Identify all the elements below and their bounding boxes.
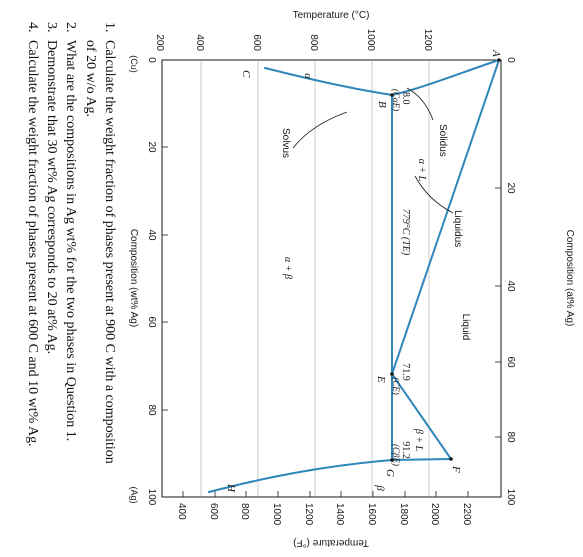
at-tick-label: 80 (505, 431, 516, 443)
beta-eutectic-composition-name: (CβE) (391, 444, 401, 466)
region-beta-label: β (374, 484, 386, 491)
region-beta-plus-l-label: β + L (413, 428, 424, 452)
eutectic-temperature-label: 779°C (TE) (400, 209, 411, 256)
question-text-line: Calculate the weight fraction of phases … (25, 40, 40, 447)
fahrenheit-tick-label: 1400 (334, 503, 345, 526)
fahrenheit-tick-label: 600 (208, 503, 219, 520)
point-c-label: C (240, 70, 252, 78)
solvus-line-beta (208, 459, 393, 493)
wt-tick-label: 0 (146, 57, 157, 63)
wt-tick-label: 60 (146, 316, 157, 328)
question-list: 1. Calculate the weight fraction of phas… (25, 22, 117, 464)
point-g-label: G (384, 469, 396, 477)
liquidus-label: Liquidus (452, 210, 463, 247)
question-number: 3. (44, 22, 59, 33)
wt-tick-label: 40 (146, 229, 157, 241)
leader-lines (292, 87, 454, 214)
wt-tick-label: 100 (146, 489, 157, 506)
celsius-tick-labels: 200 400 600 800 1000 1200 (154, 29, 433, 52)
alpha-eutectic-composition-name: (CαE) (391, 89, 401, 111)
celsius-tick-label: 800 (308, 34, 319, 51)
wt-tick-label: 20 (146, 141, 157, 153)
alpha-eutectic-composition-value: 8.0 (400, 92, 411, 105)
rotated-page: 200 400 600 800 1000 1200 400 600 800 10… (25, 10, 575, 548)
solvus-label: Solvus (280, 128, 291, 158)
question-text-line: of 20 w/o Ag. (83, 40, 98, 117)
point-markers (390, 58, 501, 462)
question-item: 4. Calculate the weight fraction of phas… (25, 22, 40, 447)
beta-eutectic-composition-value: 91.2 (400, 441, 411, 459)
cu-end-label: (Cu) (129, 55, 139, 73)
wt-tick-marks (162, 59, 168, 498)
plot-frame (161, 59, 502, 498)
right-axis-title: Composition (at% Ag) (564, 230, 575, 327)
solidus-line-beta (391, 458, 452, 461)
eutectic-composition-name: (CE) (391, 377, 401, 395)
question-text-line: What are the compositions in Ag wt% for … (63, 40, 78, 441)
celsius-tick-label: 1200 (422, 29, 433, 52)
at-tick-label: 60 (505, 356, 516, 368)
fahrenheit-tick-label: 2000 (429, 503, 440, 526)
eutectic-composition-value: 71.9 (400, 363, 411, 381)
point-a-label: A (490, 49, 502, 57)
at-tick-labels: 0 20 40 60 80 100 (505, 57, 516, 506)
ag-end-label: (Ag) (129, 486, 139, 503)
fahrenheit-tick-label: 400 (176, 503, 187, 520)
fahrenheit-tick-marks (182, 491, 469, 497)
at-tick-label: 100 (505, 489, 516, 506)
question-number: 1. (102, 22, 117, 33)
top-axis-title: Temperature (°C) (293, 10, 370, 21)
region-liquid-label: Liquid (460, 314, 471, 341)
liquidus-line (391, 59, 500, 460)
left-axis-title: Composition (wt% Ag) (128, 229, 139, 327)
wt-tick-label: 80 (146, 404, 157, 416)
celsius-tick-label: 600 (251, 34, 262, 51)
celsius-tick-label: 1000 (365, 29, 376, 52)
point-f-label: F (450, 465, 462, 473)
celsius-tick-label: 400 (194, 34, 205, 51)
question-number: 2. (63, 22, 78, 33)
phase-boundaries (208, 59, 500, 493)
fahrenheit-tick-label: 1200 (303, 503, 314, 526)
solidus-label: Solidus (437, 124, 448, 157)
at-tick-label: 20 (505, 182, 516, 194)
celsius-tick-label: 200 (154, 34, 165, 51)
region-alpha-plus-beta-label: α + β (282, 257, 293, 279)
question-item: 1. Calculate the weight fraction of phas… (83, 22, 117, 464)
fahrenheit-tick-label: 1000 (271, 503, 282, 526)
phase-diagram: 200 400 600 800 1000 1200 400 600 800 10… (128, 10, 575, 548)
wt-tick-labels: 0 20 40 60 80 100 (146, 57, 157, 506)
region-alpha-plus-l-label: α + L (416, 159, 427, 182)
fahrenheit-tick-labels: 400 600 800 1000 1200 1400 1600 1800 200… (176, 503, 472, 526)
point-b-label: B (376, 101, 388, 108)
question-text-line: Demonstrate that 30 wt% Ag corresponds t… (44, 40, 59, 354)
solidus-line-alpha (391, 59, 500, 96)
fahrenheit-tick-label: 1600 (366, 503, 377, 526)
fahrenheit-tick-label: 800 (239, 503, 250, 520)
region-alpha-label: α (302, 73, 314, 79)
question-number: 4. (25, 22, 40, 33)
point-h-label: H (225, 483, 237, 493)
question-text-line: Calculate the weight fraction of phases … (102, 40, 117, 464)
question-item: 2. What are the compositions in Ag wt% f… (63, 22, 78, 441)
celsius-gridlines (200, 60, 430, 497)
fahrenheit-tick-label: 1800 (398, 503, 409, 526)
question-item: 3. Demonstrate that 30 wt% Ag correspond… (44, 22, 59, 354)
fahrenheit-tick-label: 2200 (461, 503, 472, 526)
point-e-label: E (375, 375, 387, 383)
bottom-axis-title: Temperature (°F) (293, 537, 369, 548)
at-tick-marks (495, 59, 501, 498)
at-tick-label: 40 (505, 280, 516, 292)
solvus-line-alpha (264, 67, 393, 96)
at-tick-label: 0 (505, 57, 516, 63)
